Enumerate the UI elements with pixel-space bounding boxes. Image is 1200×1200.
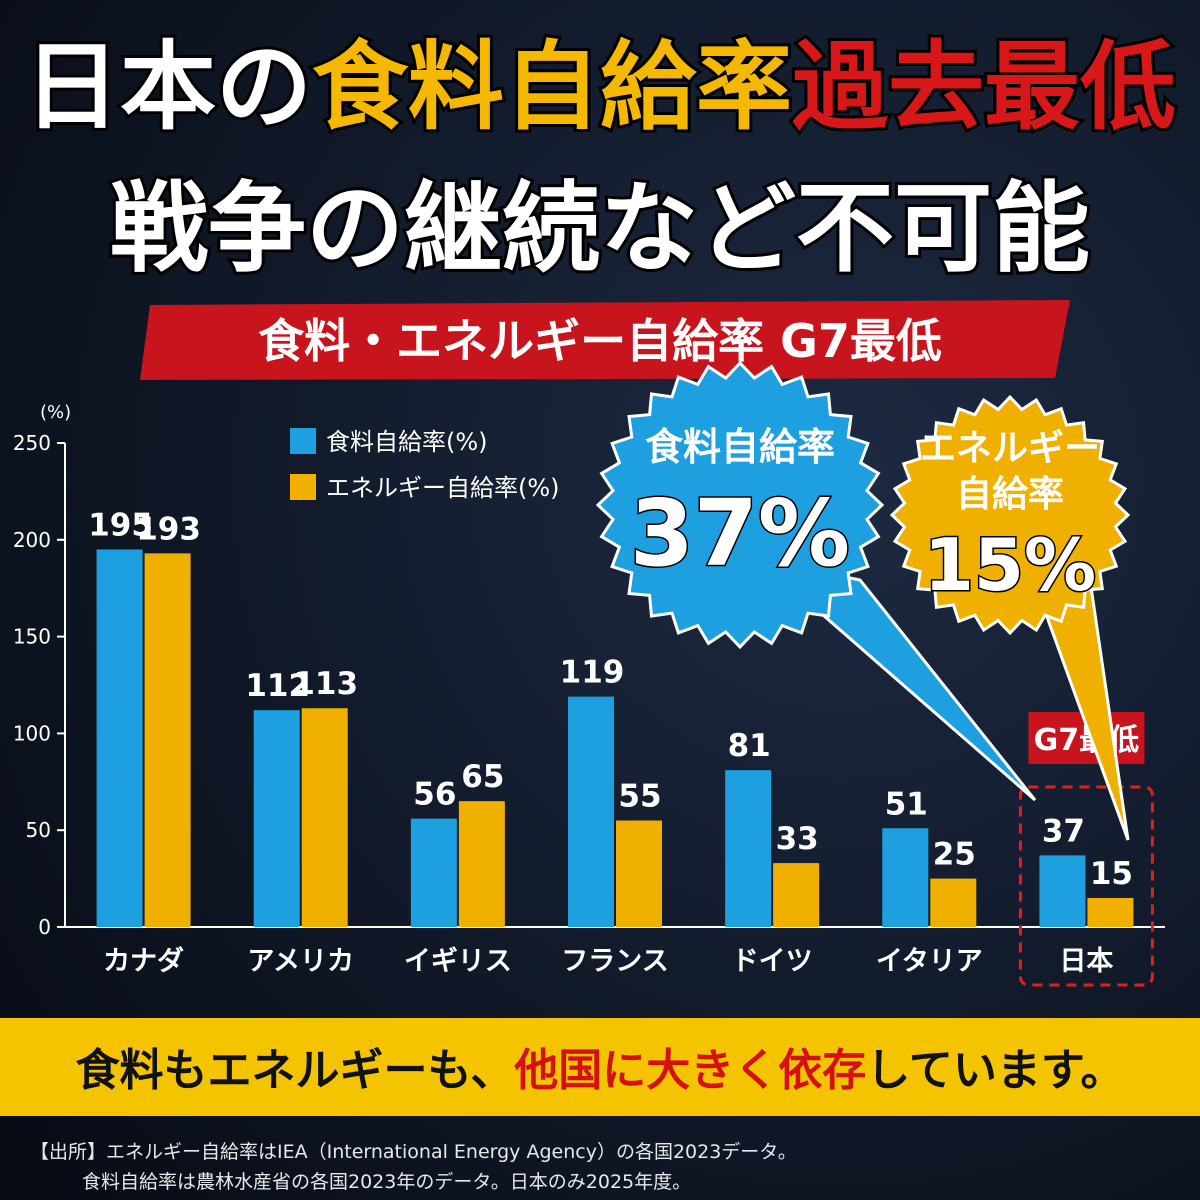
legend-label: 食料自給率(%) <box>326 428 488 456</box>
bar <box>1039 855 1086 927</box>
banner: 食料・エネルギー自給率 G7最低 <box>258 314 942 368</box>
legend-swatch <box>290 474 316 500</box>
banner-bg <box>140 300 1070 380</box>
x-tick-label: フランス <box>561 946 668 977</box>
data-label: 55 <box>618 779 661 815</box>
data-label: 33 <box>776 821 819 857</box>
message: 食料もエネルギーも、他国に大きく依存しています。 <box>76 1045 1125 1096</box>
x-tick-label: 日本 <box>1059 946 1113 977</box>
data-label: 113 <box>293 666 358 702</box>
message-part: 食料もエネルギーも、 <box>76 1045 515 1096</box>
y-tick-label: 150 <box>13 625 51 649</box>
callout-burst <box>595 360 885 650</box>
x-tick-label: ドイツ <box>732 946 813 977</box>
callout-text: 37% <box>630 480 850 587</box>
data-label: 37 <box>1042 813 1085 849</box>
callout-burst <box>889 394 1131 636</box>
bar <box>773 863 820 927</box>
bar <box>301 708 348 927</box>
message-band <box>0 1018 1200 1116</box>
data-label: 112 <box>245 668 310 704</box>
data-label: 65 <box>461 759 504 795</box>
title-part: 過去最低 <box>792 31 1176 143</box>
legend-swatch <box>290 428 316 454</box>
bar <box>458 801 505 927</box>
callout-text: 15% <box>924 523 1096 607</box>
y-tick-label: 200 <box>13 528 51 552</box>
callout-text: 自給率 <box>956 474 1064 515</box>
x-tick-label: カナダ <box>103 945 184 977</box>
data-label: 25 <box>933 837 976 873</box>
title: 日本の食料自給率過去最低 <box>24 31 1176 143</box>
y-tick-label: 0 <box>38 915 51 939</box>
bar <box>1087 897 1134 927</box>
y-axis-label: (%) <box>40 402 71 423</box>
bar <box>930 878 977 927</box>
source-line: 【出所】エネルギー自給率はIEA（International Energy Ag… <box>30 1141 797 1163</box>
highlight-box <box>1018 785 1154 987</box>
title-part: 日本の <box>24 31 312 143</box>
x-tick-label: イタリア <box>876 946 983 977</box>
data-label: 51 <box>885 786 928 822</box>
callout-text: 食料自給率 <box>645 425 835 469</box>
bar <box>616 820 662 927</box>
data-label: 193 <box>136 511 201 547</box>
message-part: しています。 <box>866 1045 1124 1096</box>
bar <box>725 770 772 927</box>
subtitle: 戦争の継続など不可能 <box>110 172 1090 286</box>
bar <box>96 549 143 927</box>
x-tick-label: イギリス <box>404 946 512 977</box>
data-label: 81 <box>728 728 771 764</box>
bar <box>882 828 929 927</box>
message-part: 他国に大きく依存 <box>513 1045 866 1096</box>
source-line: 食料自給率は農林水産省の各国2023年のデータ。日本のみ2025年度。 <box>82 1171 691 1193</box>
title-part: 食料自給率 <box>312 31 792 143</box>
data-label: 15 <box>1090 856 1133 892</box>
data-label: 56 <box>413 777 456 813</box>
x-tick-label: アメリカ <box>247 946 354 977</box>
y-tick-label: 250 <box>13 431 51 455</box>
y-tick-label: 50 <box>26 818 51 842</box>
bar <box>253 710 300 927</box>
data-label: 119 <box>560 655 625 691</box>
callout-text: エネルギー <box>920 428 1100 469</box>
legend-label: エネルギー自給率(%) <box>326 474 560 502</box>
y-tick-label: 100 <box>13 721 51 745</box>
bar <box>568 696 614 927</box>
bar <box>410 818 457 927</box>
data-label: 195 <box>88 507 153 543</box>
bar <box>144 553 191 927</box>
